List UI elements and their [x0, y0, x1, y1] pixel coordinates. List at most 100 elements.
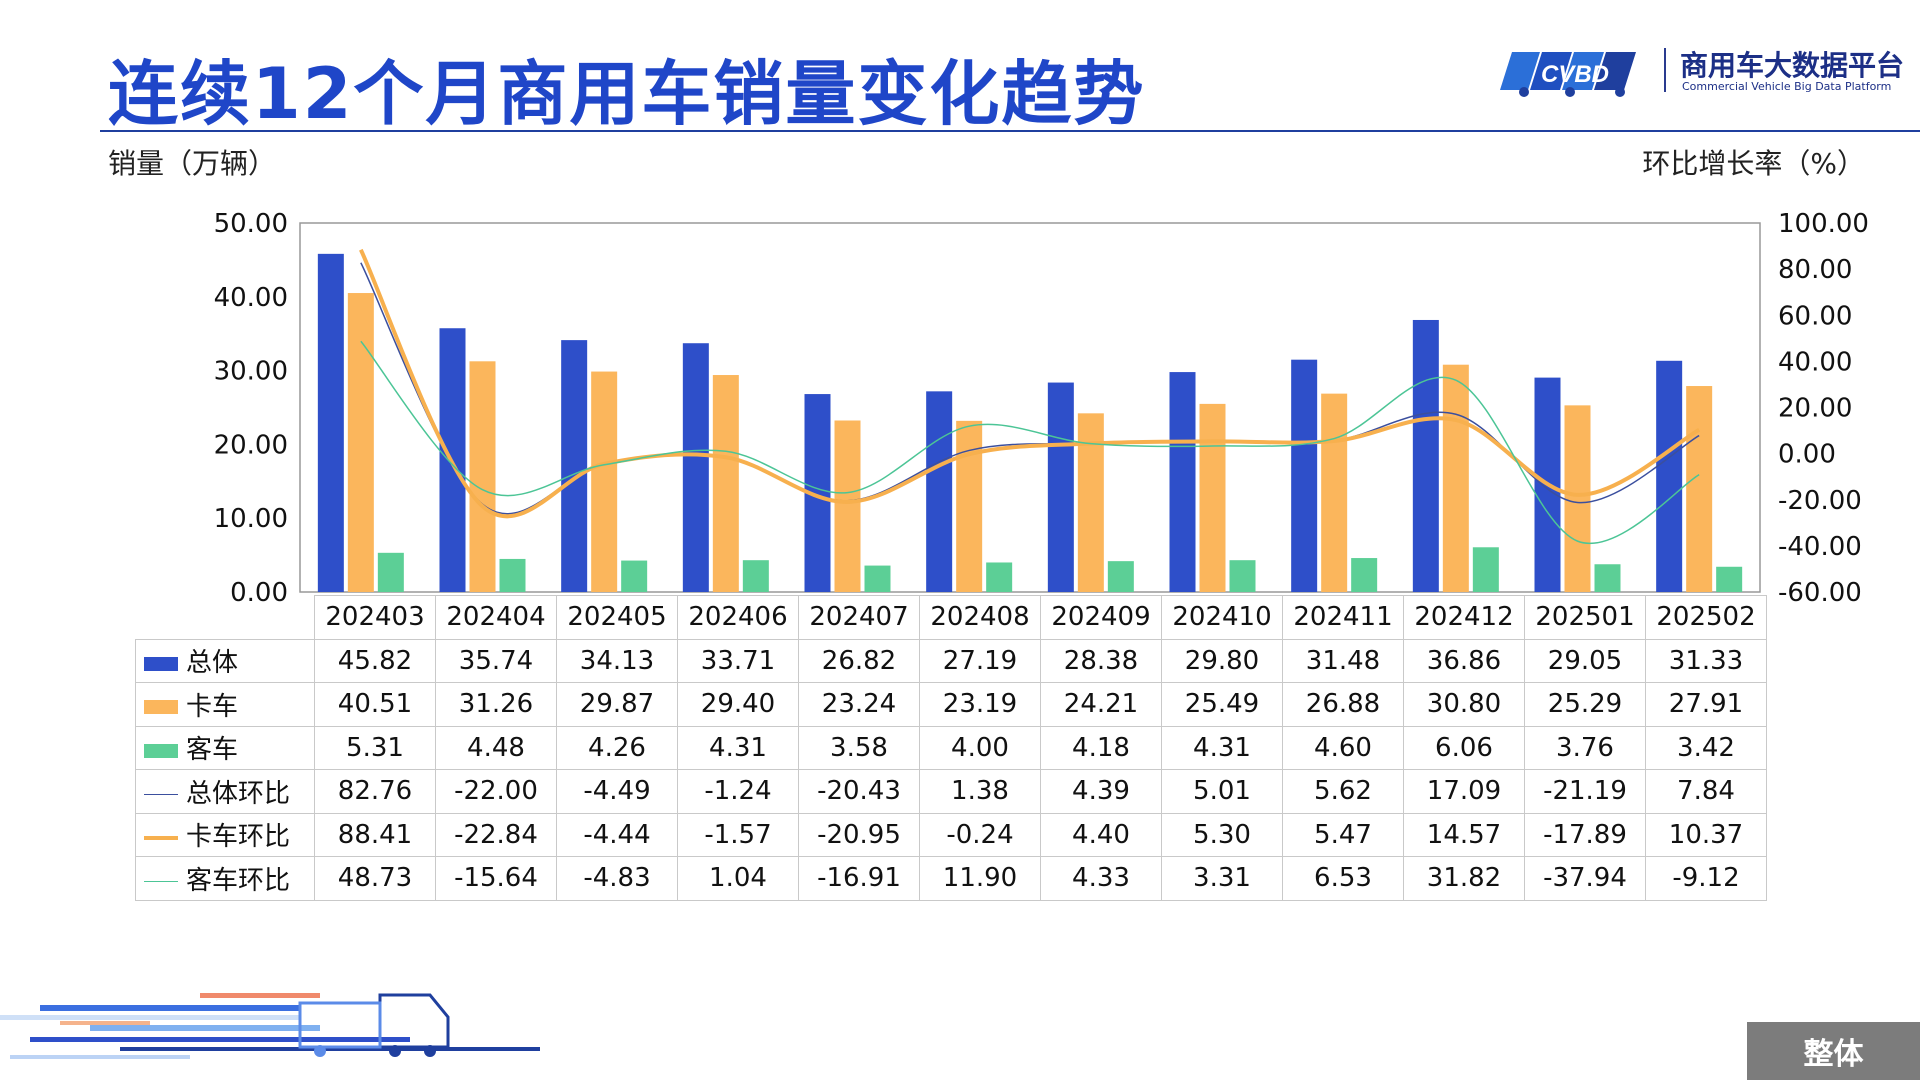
data-label: 3.76: [1524, 725, 1646, 770]
category-label: 202502: [1645, 595, 1767, 640]
data-label: -4.49: [556, 769, 678, 814]
legend-label: 卡车环比: [186, 822, 291, 853]
plot-frame: [299, 222, 1761, 593]
cvbd-logo-icon: CVBD: [1500, 52, 1636, 97]
bar-卡车: [1686, 386, 1713, 592]
bar-卡车: [712, 375, 739, 592]
left-tick-label: 40.00: [214, 283, 288, 313]
data-label: -20.95: [798, 812, 920, 857]
legend-entry: 总体环比: [135, 769, 315, 814]
category-label: 202406: [677, 595, 799, 640]
category-label: 202409: [1040, 595, 1162, 640]
bar-总体: [1412, 319, 1439, 592]
table-corner-cell: [135, 595, 315, 640]
bar-总体: [561, 340, 588, 592]
bar-卡车: [1442, 364, 1469, 592]
data-label: 23.19: [919, 682, 1041, 727]
data-label: 5.47: [1282, 812, 1404, 857]
legend-label: 客车环比: [186, 865, 291, 896]
data-label: 29.80: [1161, 638, 1283, 683]
data-label: 29.05: [1524, 638, 1646, 683]
data-label: 88.41: [314, 812, 436, 857]
bar-客车: [1716, 566, 1743, 592]
data-label: 4.40: [1040, 812, 1162, 857]
data-label: 3.42: [1645, 725, 1767, 770]
left-tick-label: 20.00: [214, 430, 288, 460]
data-label: 4.00: [919, 725, 1041, 770]
category-label: 202410: [1161, 595, 1283, 640]
data-label: 31.82: [1403, 856, 1525, 901]
right-axis-title: 环比增长率（%）: [1642, 147, 1865, 180]
table-row: 客车环比 48.73 -15.64 -4.83 1.04 -16.91 11.90 4.33 3…: [135, 856, 1767, 901]
logo-subtext: Commercial Vehicle Big Data Platform: [1682, 80, 1892, 93]
right-tick-label: -60.00: [1778, 578, 1862, 608]
bar-客车: [1107, 561, 1134, 592]
bar-客车: [986, 562, 1013, 592]
left-tick-label: 30.00: [214, 357, 288, 387]
data-label: 5.31: [314, 725, 436, 770]
data-label: 34.13: [556, 638, 678, 683]
data-label: 27.91: [1645, 682, 1767, 727]
legend-label: 总体环比: [186, 778, 291, 809]
data-label: 29.87: [556, 682, 678, 727]
table-row: 总体环比 82.76 -22.00 -4.49 -1.24 -20.43 1.38 4.39 5…: [135, 769, 1767, 814]
bar-卡车: [1321, 393, 1348, 592]
bar-客车: [377, 552, 404, 592]
overall-tab-button[interactable]: 整体: [1747, 1022, 1920, 1080]
right-tick-label: 80.00: [1778, 255, 1852, 285]
data-label: 26.88: [1282, 682, 1404, 727]
bar-总体: [1169, 372, 1196, 592]
data-label: -22.00: [435, 769, 557, 814]
data-label: -20.43: [798, 769, 920, 814]
table-row: 卡车环比 88.41 -22.84 -4.44 -1.57 -20.95 -0.24 4.40…: [135, 812, 1767, 857]
logo-text: 商用车大数据平台: [1680, 49, 1905, 82]
data-label: 4.31: [677, 725, 799, 770]
data-label: 4.48: [435, 725, 557, 770]
right-tick-label: 20.00: [1778, 394, 1852, 424]
bar-客车: [1351, 558, 1378, 592]
table-row: 总体 45.82 35.74 34.13 33.71 26.82 27.19 28.38 29.…: [135, 638, 1767, 683]
data-label: -17.89: [1524, 812, 1646, 857]
data-label: 48.73: [314, 856, 436, 901]
data-label: -4.83: [556, 856, 678, 901]
data-label: 23.24: [798, 682, 920, 727]
legend-entry: 客车: [135, 725, 315, 770]
bar-总体: [926, 391, 953, 592]
category-label: 202411: [1282, 595, 1404, 640]
data-label: -9.12: [1645, 856, 1767, 901]
right-tick-label: -20.00: [1778, 486, 1862, 516]
legend-entry: 客车环比: [135, 856, 315, 901]
data-label: 4.39: [1040, 769, 1162, 814]
data-label: 45.82: [314, 638, 436, 683]
left-tick-label: 50.00: [214, 209, 288, 239]
data-label: 1.38: [919, 769, 1041, 814]
data-label: 4.26: [556, 725, 678, 770]
data-label: 24.21: [1040, 682, 1162, 727]
data-label: 14.57: [1403, 812, 1525, 857]
data-label: 5.62: [1282, 769, 1404, 814]
bar-客车: [621, 560, 648, 592]
bar-客车: [1594, 564, 1621, 592]
data-label: -21.19: [1524, 769, 1646, 814]
bar-客车: [1472, 547, 1499, 592]
data-label: -22.84: [435, 812, 557, 857]
legend-entry: 总体: [135, 638, 315, 683]
category-label: 202404: [435, 595, 557, 640]
data-label: 4.31: [1161, 725, 1283, 770]
table-row: 卡车 40.51 31.26 29.87 29.40 23.24 23.19 24.21 25.…: [135, 682, 1767, 727]
data-label: 6.53: [1282, 856, 1404, 901]
data-label: 5.30: [1161, 812, 1283, 857]
right-tick-label: 100.00: [1778, 209, 1869, 239]
bar-卡车: [347, 293, 374, 592]
legend-swatch: [144, 700, 178, 715]
category-label: 202407: [798, 595, 920, 640]
data-label: 4.33: [1040, 856, 1162, 901]
table-row: 客车 5.31 4.48 4.26 4.31 3.58 4.00 4.18 4.31 4.60 6.…: [135, 725, 1767, 770]
data-label: 30.80: [1403, 682, 1525, 727]
data-label: 82.76: [314, 769, 436, 814]
category-label: 202403: [314, 595, 436, 640]
bar-卡车: [834, 420, 861, 592]
data-label: 36.86: [1403, 638, 1525, 683]
bar-总体: [317, 253, 344, 593]
legend-swatch: [144, 793, 178, 795]
